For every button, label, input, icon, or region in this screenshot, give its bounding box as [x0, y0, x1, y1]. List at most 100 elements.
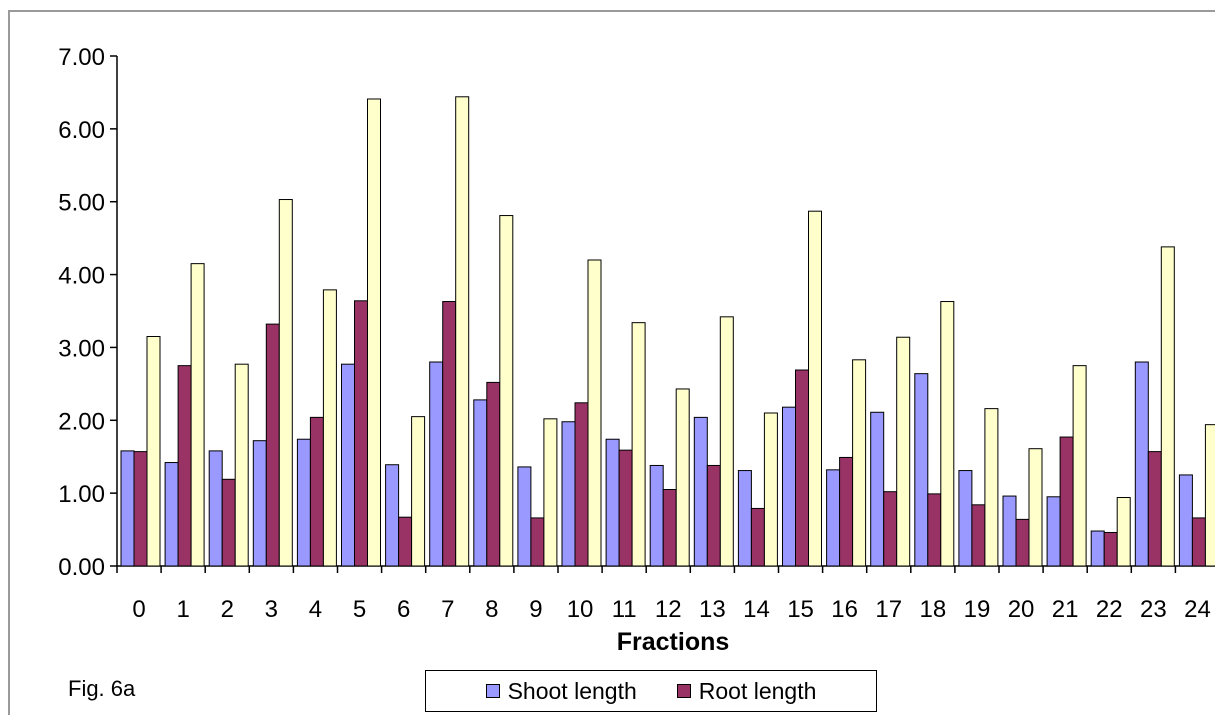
bar-series-1-4 — [296, 438, 311, 567]
bar-series-1-9 — [517, 466, 532, 567]
bar-series-2-12 — [662, 489, 677, 567]
bar-series-3-22 — [1116, 497, 1131, 567]
x-tick-label: 11 — [612, 596, 637, 623]
bar-series-1-18 — [914, 373, 929, 567]
bar-series-2-16 — [839, 456, 854, 567]
legend-label-shoot: Shoot length — [507, 677, 637, 704]
bar-series-2-11 — [618, 449, 633, 567]
bar-series-2-23 — [1147, 451, 1162, 567]
bar-series-2-0 — [133, 451, 148, 567]
bar-series-3-15 — [808, 210, 822, 567]
legend-item-shoot: Shoot length — [485, 677, 637, 705]
bar-series-2-15 — [795, 369, 809, 567]
bar-series-3-19 — [984, 408, 999, 567]
bar-series-2-21 — [1059, 436, 1074, 567]
bar-series-2-7 — [442, 301, 457, 567]
bar-series-3-13 — [719, 316, 734, 567]
x-tick-label: 5 — [353, 596, 366, 623]
legend: Shoot length Root length — [425, 670, 877, 712]
bar-series-3-10 — [587, 259, 602, 567]
y-tick-label: 1.00 — [58, 481, 105, 508]
y-tick-label: 4.00 — [58, 263, 105, 290]
bar-series-1-0 — [120, 450, 135, 567]
bar-series-3-20 — [1028, 448, 1043, 567]
x-tick-label: 6 — [397, 596, 410, 623]
bar-series-3-14 — [763, 412, 778, 567]
x-tick-label: 9 — [529, 596, 542, 623]
y-tick-label: 3.00 — [58, 335, 105, 362]
bar-series-1-8 — [473, 399, 488, 567]
bar-series-3-3 — [278, 199, 293, 567]
bar-series-2-2 — [221, 478, 236, 567]
bar-series-3-1 — [190, 263, 205, 567]
bar-series-1-22 — [1090, 530, 1105, 567]
bar-series-2-8 — [486, 381, 501, 567]
bar-series-2-24 — [1191, 517, 1206, 567]
bar-series-3-17 — [896, 336, 911, 567]
bar-series-1-7 — [429, 361, 444, 567]
chart-frame — [8, 10, 1215, 715]
x-tick-label: 23 — [1140, 596, 1167, 623]
legend-swatch-shoot — [485, 684, 500, 698]
bar-series-2-10 — [574, 402, 589, 567]
x-tick-label: 22 — [1096, 596, 1123, 623]
bar-series-3-6 — [411, 416, 426, 567]
bar-series-1-23 — [1134, 361, 1149, 567]
bar-series-1-5 — [341, 363, 355, 567]
bar-series-3-4 — [322, 289, 337, 567]
bar-series-1-2 — [208, 450, 223, 567]
x-tick-label: 21 — [1052, 596, 1079, 623]
bar-series-2-13 — [706, 464, 721, 567]
bar-series-1-24 — [1178, 474, 1193, 567]
x-tick-label: 18 — [919, 596, 946, 623]
x-axis-title: Fractions — [617, 628, 730, 656]
bar-series-2-6 — [398, 516, 413, 567]
legend-swatch-root — [676, 684, 691, 698]
bar-series-2-4 — [309, 416, 324, 567]
x-tick-label: 10 — [567, 596, 594, 623]
x-tick-label: 17 — [875, 596, 902, 623]
bar-series-1-17 — [870, 411, 885, 567]
bar-series-2-18 — [927, 493, 942, 567]
x-tick-label: 14 — [743, 596, 770, 623]
bar-series-3-16 — [852, 359, 867, 567]
bar-series-1-12 — [649, 464, 664, 567]
x-tick-label: 0 — [132, 596, 145, 623]
x-tick-label: 16 — [831, 596, 858, 623]
bar-series-3-8 — [499, 215, 514, 567]
bar-series-1-14 — [737, 470, 752, 567]
bar-series-1-6 — [385, 464, 400, 567]
x-tick-label: 13 — [699, 596, 726, 623]
x-tick-label: 4 — [309, 596, 322, 623]
x-tick-label: 24 — [1184, 596, 1211, 623]
bar-series-3-21 — [1072, 365, 1087, 567]
y-tick-label: 0.00 — [58, 554, 105, 581]
bar-series-1-11 — [605, 438, 620, 567]
bar-series-1-21 — [1046, 496, 1061, 567]
y-tick-label: 6.00 — [58, 117, 105, 144]
bar-series-2-5 — [354, 300, 368, 567]
y-tick-label: 7.00 — [58, 44, 105, 71]
x-tick-label: 2 — [221, 596, 234, 623]
bar-series-3-2 — [234, 363, 249, 567]
bar-series-2-9 — [530, 517, 545, 567]
bar-series-2-22 — [1103, 531, 1118, 567]
bar-series-1-13 — [693, 416, 708, 567]
bar-series-1-1 — [164, 462, 179, 567]
bar-series-1-3 — [252, 440, 267, 567]
bar-series-1-20 — [1002, 495, 1017, 567]
bar-series-1-19 — [958, 470, 973, 567]
bar-series-2-3 — [265, 323, 280, 567]
bar-series-2-1 — [177, 365, 192, 567]
x-tick-label: 1 — [176, 596, 189, 623]
x-tick-label: 7 — [441, 596, 454, 623]
bar-series-3-23 — [1160, 246, 1175, 567]
bar-series-2-14 — [750, 507, 765, 567]
bar-series-1-10 — [561, 421, 576, 567]
bar-series-2-20 — [1015, 518, 1030, 567]
bar-series-3-18 — [940, 301, 955, 567]
y-tick-label: 2.00 — [58, 408, 105, 435]
legend-label-root: Root length — [698, 677, 817, 704]
bar-series-2-17 — [883, 491, 898, 567]
